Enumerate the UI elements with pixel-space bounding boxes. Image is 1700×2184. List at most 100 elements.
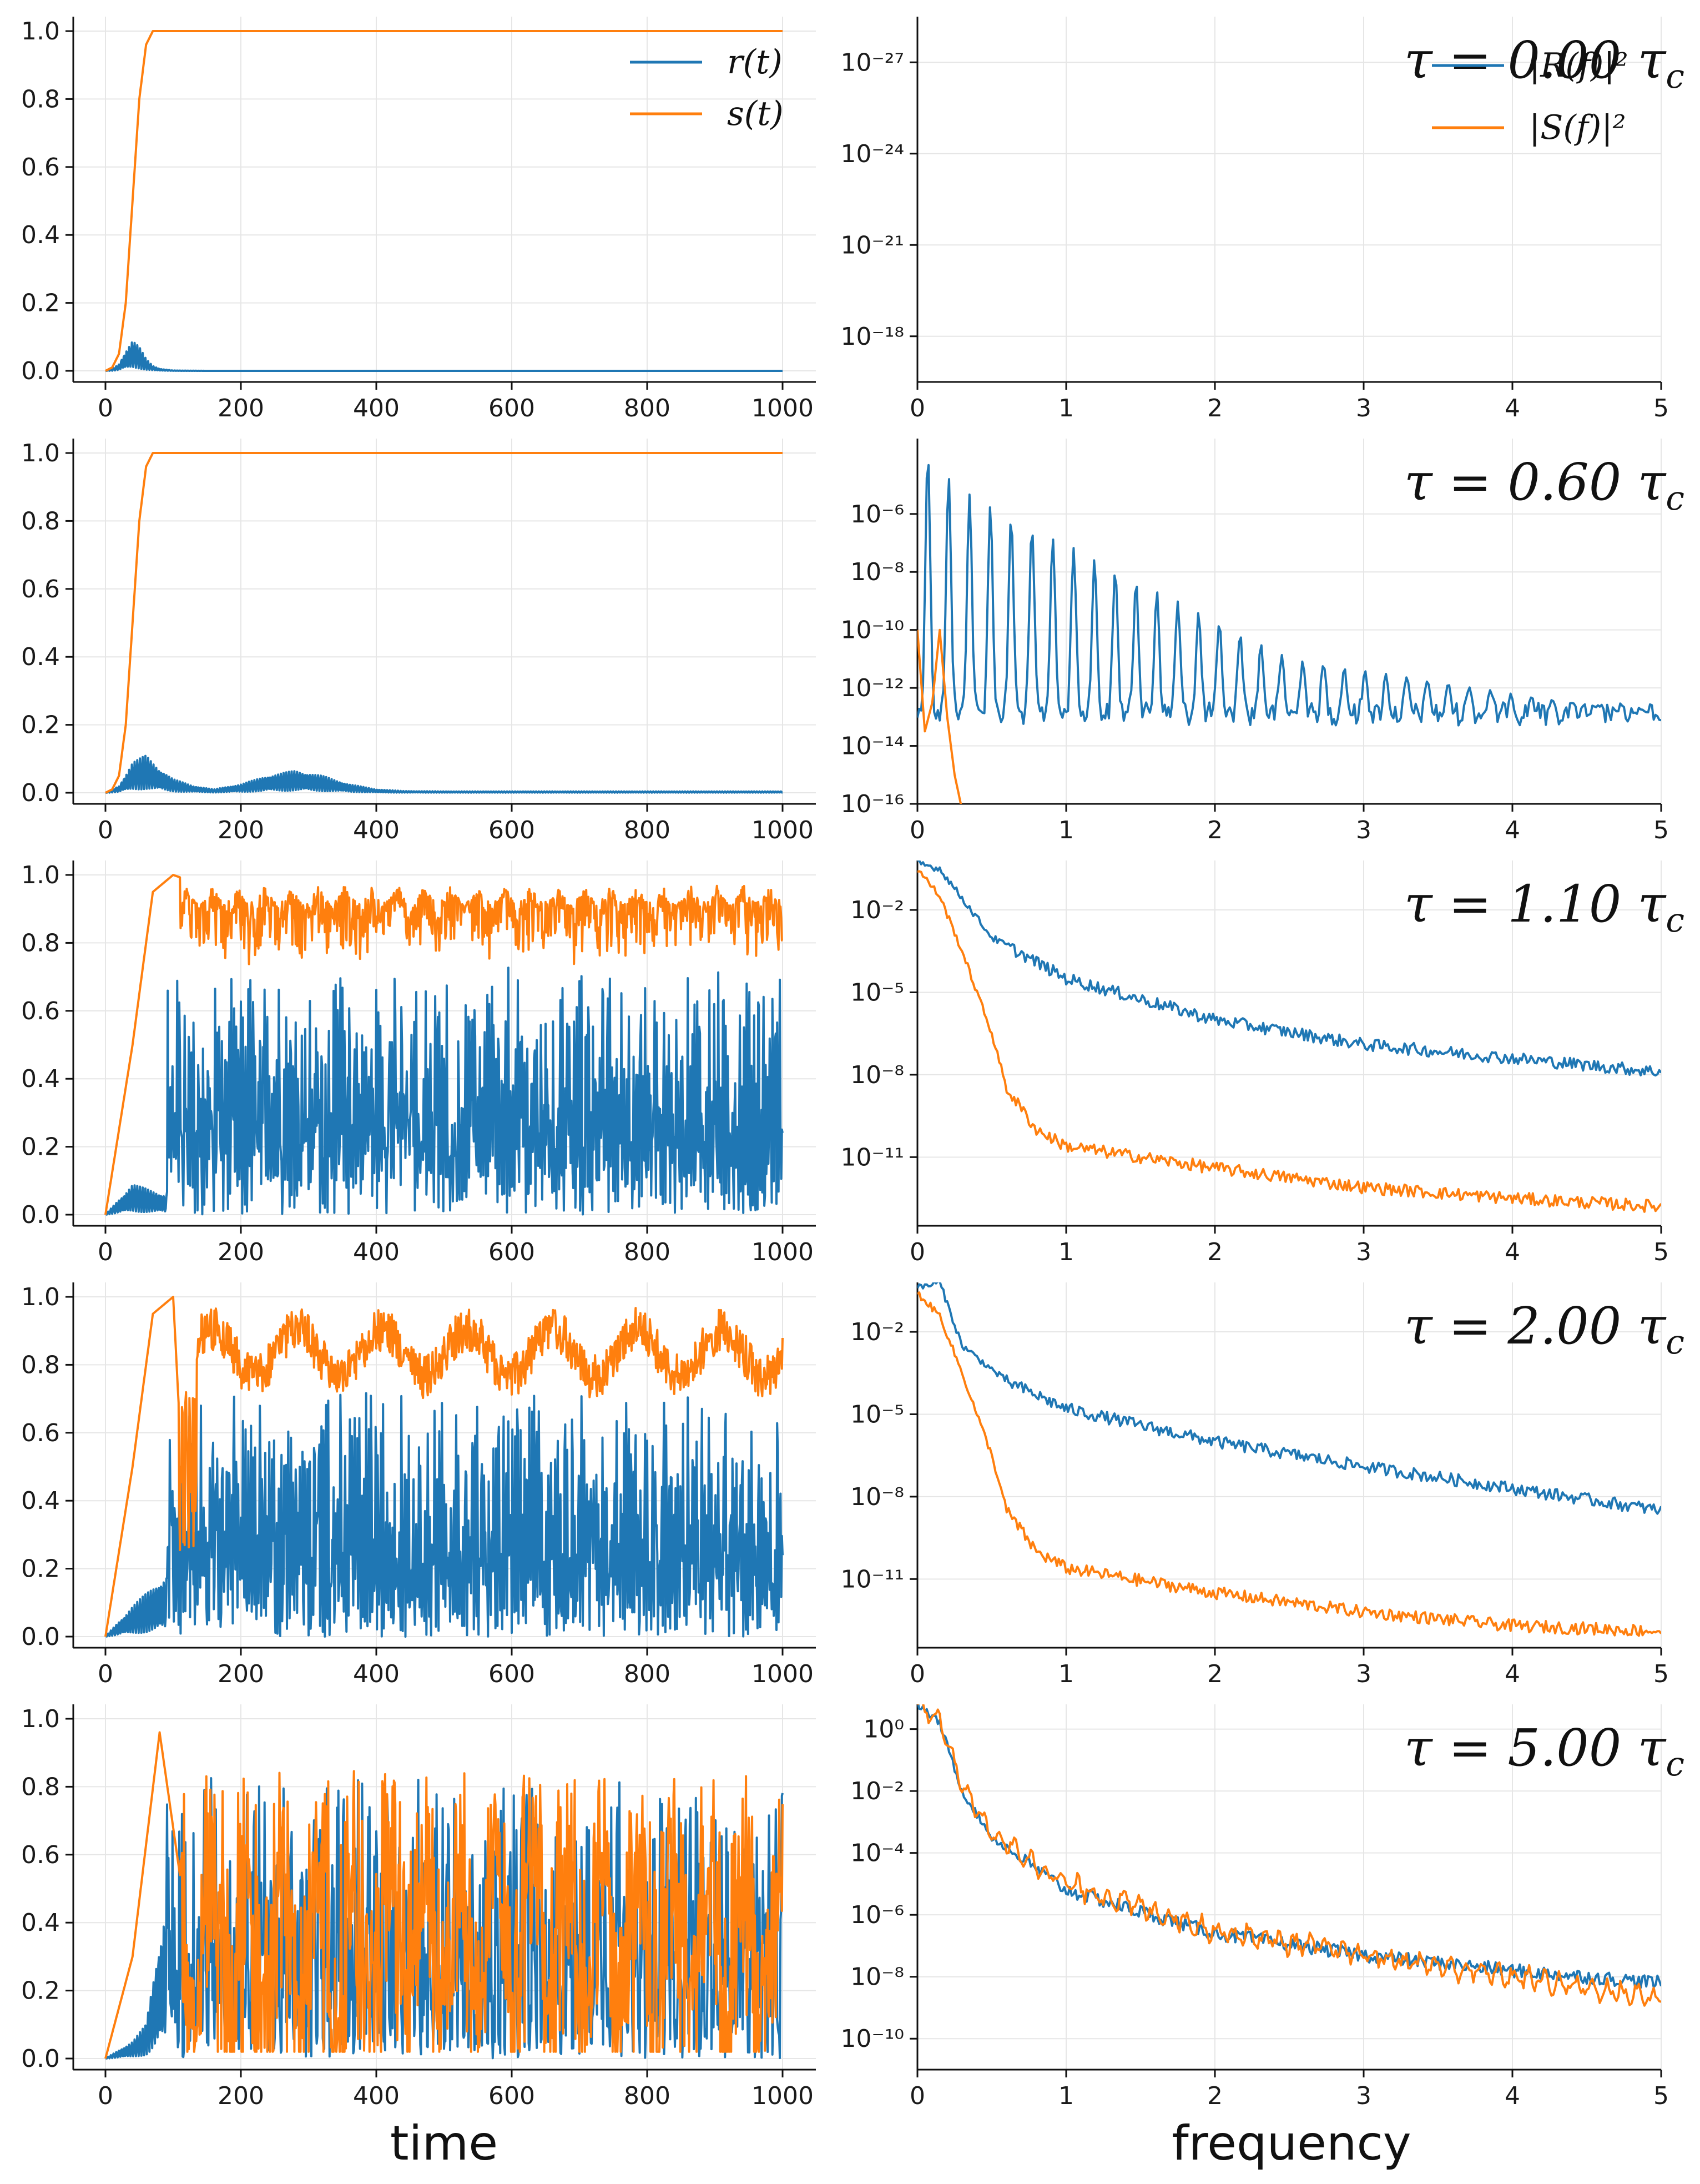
- y-tick-label: 0.2: [21, 1555, 60, 1583]
- x-tick-label: 400: [353, 2082, 400, 2110]
- x-tick-label: 0: [910, 1660, 925, 1688]
- y-tick-label: 10⁻¹⁶: [841, 790, 905, 818]
- y-tick-label: 1.0: [21, 1283, 60, 1311]
- tau-annotation: τ = 5.00 τc: [1404, 1718, 1684, 1784]
- x-tick-label: 0: [910, 394, 925, 422]
- x-tick-label: 5: [1653, 816, 1669, 844]
- x-tick-label: 2: [1207, 816, 1223, 844]
- y-tick-label: 10⁻¹⁴: [841, 732, 905, 761]
- y-tick-label: 10⁻⁶: [850, 1901, 904, 1929]
- y-tick-label: 10⁻²⁷: [841, 48, 905, 77]
- tau-annotation: τ = 0.00 τc: [1404, 31, 1684, 96]
- legend-R-label: |R(f)|²: [1529, 46, 1628, 85]
- y-tick-label: 10⁻⁸: [850, 1061, 904, 1089]
- y-tick-label: 0.8: [21, 1773, 60, 1801]
- R-spectrum-line: [917, 464, 1661, 727]
- y-tick-label: 10⁻⁸: [850, 1963, 904, 1991]
- r-series-line: [105, 754, 783, 794]
- x-tick-label: 0: [910, 816, 925, 844]
- y-tick-label: 0.6: [21, 575, 60, 603]
- x-tick-label: 2: [1207, 394, 1223, 422]
- x-tick-label: 200: [218, 1238, 264, 1266]
- y-tick-label: 10⁻¹¹: [841, 1565, 905, 1593]
- x-tick-label: 3: [1356, 1238, 1371, 1266]
- S-spectrum-line: [917, 1704, 1661, 2007]
- x-tick-label: 4: [1505, 1660, 1520, 1688]
- s-series-line: [104, 1296, 784, 1637]
- x-tick-label: 1000: [751, 2082, 814, 2110]
- x-tick-label: 4: [1505, 1238, 1520, 1266]
- time-panel-2: 0 200 400 600 800 1000 0.0 0.2 0.4 0.6 0.8 1.0: [21, 860, 816, 1266]
- x-tick-label: 1: [1058, 2082, 1074, 2110]
- s-series-line: [105, 30, 783, 372]
- time-legend: r(t) s(t): [630, 43, 784, 133]
- frequency-panel-4: 0 1 2 3 4 5 10⁰ 10⁻² 10⁻⁴ 10⁻⁶ 10⁻⁸ 10⁻¹⁰ τ = 5.00 τ…: [841, 1704, 1684, 2110]
- x-tick-label: 5: [1653, 1660, 1669, 1688]
- y-tick-label: 10⁻¹⁰: [841, 616, 905, 645]
- y-tick-label: 1.0: [21, 439, 60, 467]
- tau-subscript: c: [1666, 1745, 1684, 1784]
- y-tick-label: 10⁻⁴: [850, 1839, 904, 1868]
- x-tick-label: 400: [353, 394, 400, 422]
- y-tick-label: 10⁰: [863, 1715, 904, 1744]
- x-tick-label: 0: [98, 816, 113, 844]
- y-tick-label: 10⁻²: [850, 1777, 904, 1805]
- x-tick-label: 600: [488, 2082, 535, 2110]
- x-tick-label: 400: [353, 1238, 400, 1266]
- x-tick-label: 1: [1058, 394, 1074, 422]
- y-tick-label: 10⁻²⁴: [841, 140, 905, 168]
- time-panel-4: 0 200 400 600 800 1000 0.0 0.2 0.4 0.6 0.8 1.0: [21, 1704, 816, 2110]
- frequency-legend: |R(f)|² |S(f)|²: [1432, 46, 1628, 147]
- x-tick-label: 4: [1505, 2082, 1520, 2110]
- r-series-line: [104, 967, 784, 1216]
- x-tick-label: 1000: [751, 816, 814, 844]
- R-spectrum-line: [917, 1282, 1661, 1515]
- x-tick-label: 5: [1653, 394, 1669, 422]
- x-tick-label: 3: [1356, 2082, 1371, 2110]
- S-spectrum-line: [917, 870, 1661, 1213]
- x-tick-label: 3: [1356, 816, 1371, 844]
- y-tick-label: 1.0: [21, 861, 60, 889]
- x-tick-label: 1000: [751, 1660, 814, 1688]
- x-tick-label: 600: [488, 394, 535, 422]
- x-tick-label: 2: [1207, 1238, 1223, 1266]
- x-tick-label: 1000: [751, 394, 814, 422]
- y-tick-label: 0.2: [21, 711, 60, 739]
- y-tick-label: 0.0: [21, 1623, 60, 1651]
- x-tick-label: 0: [910, 1238, 925, 1266]
- time-axis-label: time: [390, 2116, 498, 2171]
- x-tick-label: 4: [1505, 394, 1520, 422]
- y-tick-label: 0.0: [21, 357, 60, 385]
- frequency-panel-1: 0 1 2 3 4 5 10⁻⁶ 10⁻⁸ 10⁻¹⁰ 10⁻¹² 10⁻¹⁴ 10⁻¹⁶ τ = 0.…: [841, 439, 1684, 844]
- tau-annotation: τ = 1.10 τc: [1404, 874, 1684, 940]
- x-tick-label: 600: [488, 816, 535, 844]
- x-tick-label: 5: [1653, 1238, 1669, 1266]
- time-panel-3: 0 200 400 600 800 1000 0.0 0.2 0.4 0.6 0.8 1.0: [21, 1282, 816, 1688]
- y-tick-label: 10⁻¹⁸: [841, 323, 905, 351]
- x-tick-label: 800: [624, 1238, 670, 1266]
- x-tick-label: 400: [353, 1660, 400, 1688]
- frequency-panel-3: 0 1 2 3 4 5 10⁻² 10⁻⁵ 10⁻⁸ 10⁻¹¹ τ = 2.00 τc: [841, 1282, 1684, 1688]
- y-tick-label: 0.2: [21, 289, 60, 318]
- x-tick-label: 600: [488, 1660, 535, 1688]
- legend-S-label: |S(f)|²: [1529, 108, 1626, 147]
- r-series-line: [104, 1392, 784, 1638]
- y-tick-label: 0.6: [21, 153, 60, 182]
- S-spectrum-line: [917, 1291, 1661, 1637]
- y-tick-label: 0.6: [21, 1419, 60, 1447]
- x-tick-label: 800: [624, 394, 670, 422]
- x-tick-label: 5: [1653, 2082, 1669, 2110]
- y-tick-label: 10⁻¹¹: [841, 1143, 905, 1171]
- y-tick-label: 1.0: [21, 17, 60, 46]
- frequency-panel-2: 0 1 2 3 4 5 10⁻² 10⁻⁵ 10⁻⁸ 10⁻¹¹ τ = 1.10 τc: [841, 860, 1684, 1266]
- x-tick-label: 2: [1207, 1660, 1223, 1688]
- legend-r-label: r(t): [727, 43, 783, 82]
- x-tick-label: 200: [218, 1660, 264, 1688]
- x-tick-label: 4: [1505, 816, 1520, 844]
- y-tick-label: 1.0: [21, 1705, 60, 1733]
- s-series-line: [104, 1731, 784, 2059]
- y-tick-label: 0.4: [21, 1487, 60, 1515]
- x-tick-label: 1: [1058, 816, 1074, 844]
- x-tick-label: 800: [624, 1660, 670, 1688]
- x-tick-label: 200: [218, 394, 264, 422]
